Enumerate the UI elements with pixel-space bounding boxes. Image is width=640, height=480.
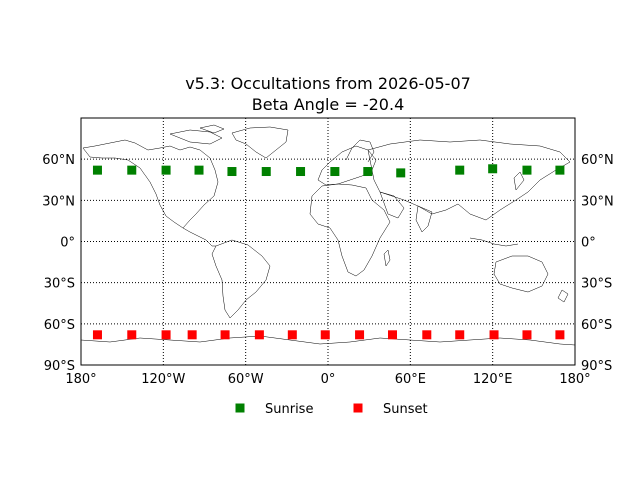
- sunrise-point: [396, 168, 406, 178]
- sunrise-point: [522, 165, 532, 175]
- sunset-point: [287, 330, 297, 340]
- y-tick-label-left: 30°N: [42, 194, 75, 209]
- sunrise-point: [161, 165, 171, 175]
- sunrise-point: [127, 165, 137, 175]
- sunset-point: [387, 330, 397, 340]
- chart-title: v5.3: Occultations from 2026-05-07: [185, 74, 471, 93]
- sunset-point: [187, 330, 197, 340]
- y-tick-label-right: 60°S: [581, 318, 612, 333]
- sunset-point: [455, 330, 465, 340]
- sunrise-point: [227, 167, 237, 177]
- x-tick-label: 180°: [559, 372, 590, 387]
- y-tick-label-right: 0°: [581, 236, 596, 251]
- sunrise-point: [296, 167, 306, 177]
- chart-subtitle: Beta Angle = -20.4: [252, 95, 405, 114]
- legend-label-sunrise: Sunrise: [265, 402, 313, 417]
- sunset-point: [355, 330, 365, 340]
- plot-frame: [80, 117, 576, 366]
- legend: Sunrise Sunset: [235, 402, 428, 417]
- y-tick-label-right: 30°S: [581, 277, 612, 292]
- sunrise-point: [488, 164, 498, 174]
- sunrise-point: [455, 165, 465, 175]
- sunrise-point: [330, 167, 340, 177]
- axis-ticks: 180° 120°W 60°W 0° 60°E 120°E 180° 60°N 60°N 30°N…: [42, 153, 614, 387]
- sunset-point: [422, 330, 432, 340]
- sunrise-point: [555, 165, 565, 175]
- y-tick-label-right: 60°N: [581, 153, 614, 168]
- y-tick-label-left: 0°: [60, 236, 75, 251]
- sunset-point: [522, 330, 532, 340]
- x-tick-label: 180°: [65, 372, 96, 387]
- legend-marker-sunrise: [235, 403, 245, 413]
- legend-label-sunset: Sunset: [383, 402, 428, 417]
- grid: [81, 118, 575, 365]
- x-tick-label: 120°E: [473, 372, 513, 387]
- sunrise-point: [363, 167, 373, 177]
- y-tick-label-left: 90°S: [44, 359, 75, 374]
- sunrise-point: [92, 165, 102, 175]
- y-tick-label-right: 30°N: [581, 194, 614, 209]
- sunset-point: [220, 330, 230, 340]
- x-tick-label: 0°: [321, 372, 336, 387]
- sunrise-point: [261, 167, 271, 177]
- y-tick-label-left: 30°S: [44, 277, 75, 292]
- y-tick-label-left: 60°N: [42, 153, 75, 168]
- sunrise-point: [194, 165, 204, 175]
- sunset-point: [489, 330, 499, 340]
- y-tick-label-left: 60°S: [44, 318, 75, 333]
- data-points: [92, 164, 565, 340]
- x-tick-label: 60°W: [228, 372, 264, 387]
- sunset-point: [254, 330, 264, 340]
- sunset-point: [127, 330, 137, 340]
- sunset-point: [161, 330, 171, 340]
- x-tick-label: 120°W: [141, 372, 185, 387]
- x-tick-label: 60°E: [395, 372, 426, 387]
- sunset-point: [92, 330, 102, 340]
- legend-marker-sunset: [353, 403, 363, 413]
- y-tick-label-right: 90°S: [581, 359, 612, 374]
- sunset-point: [320, 330, 330, 340]
- sunset-point: [555, 330, 565, 340]
